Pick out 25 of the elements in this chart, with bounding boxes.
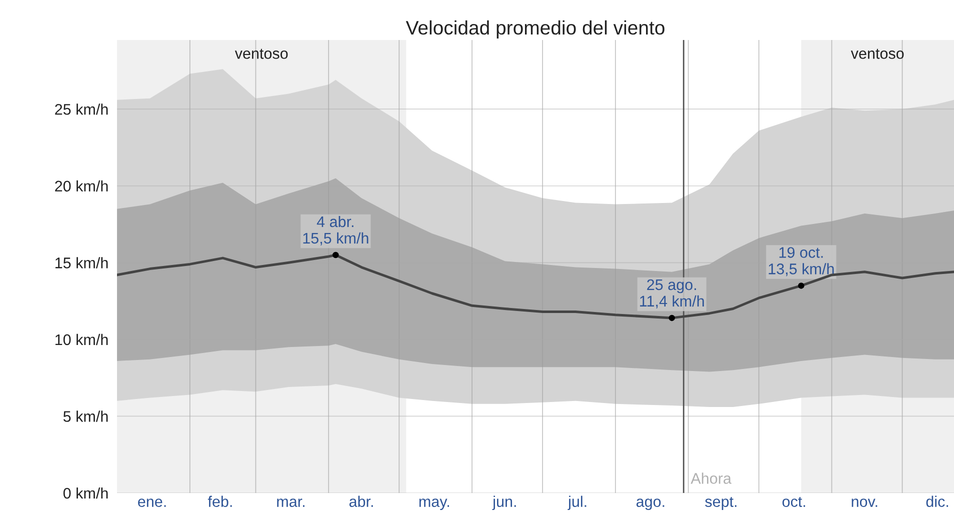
x-tick-label: oct. xyxy=(782,496,806,507)
x-tick-label: dic. xyxy=(926,496,948,507)
annotation: 25 ago. 11,4 km/h xyxy=(640,279,704,308)
y-tick-label: 10 km/h xyxy=(55,334,108,346)
y-tick-label: 5 km/h xyxy=(63,410,108,422)
annotation: 19 oct. 13,5 km/h xyxy=(768,247,834,276)
x-tick-label: may. xyxy=(419,498,449,510)
x-tick-label: jun. xyxy=(492,496,516,510)
x-tick-label: feb. xyxy=(208,496,232,507)
y-tick-label: 20 km/h xyxy=(55,180,108,192)
y-tick-label: 0 km/h xyxy=(63,487,108,499)
x-tick-label: jul. xyxy=(568,496,586,510)
chart-title: Velocidad promedio del viento xyxy=(406,20,664,38)
band-label: ventoso xyxy=(850,48,904,59)
x-tick-label: mar. xyxy=(277,498,304,507)
x-tick-label: sept. xyxy=(705,496,736,510)
x-tick-label: abr. xyxy=(349,496,373,507)
x-tick-label: ago. xyxy=(636,498,664,510)
ref-line-label: Ahora xyxy=(690,472,732,484)
x-tick-label: ene. xyxy=(138,498,166,507)
y-tick-label: 15 km/h xyxy=(55,257,108,268)
annotation: 4 abr. 15,5 km/h xyxy=(303,216,368,246)
band-label: ventoso xyxy=(234,48,288,59)
x-tick-label: nov. xyxy=(852,498,878,507)
y-tick-label: 25 km/h xyxy=(55,104,108,115)
